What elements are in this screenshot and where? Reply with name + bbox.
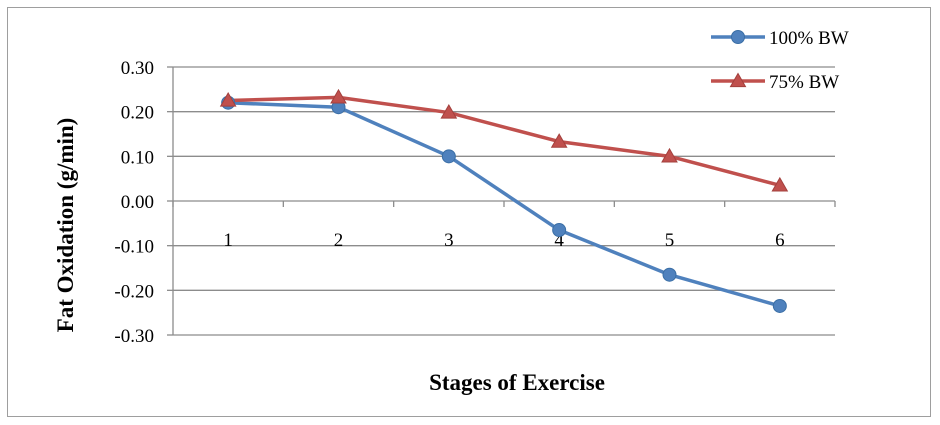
data-point	[771, 176, 789, 192]
gridlines	[173, 66, 835, 336]
x-tick-label: 4	[554, 230, 564, 251]
data-point	[772, 298, 787, 313]
x-tick-label: 2	[334, 230, 344, 251]
legend-label: 75% BW	[769, 72, 839, 93]
series-lines	[219, 88, 789, 313]
data-point	[661, 147, 678, 163]
series-line	[228, 100, 781, 308]
legend: 100% BW 75% BW	[711, 28, 849, 93]
y-tick-label: -0.20	[114, 281, 154, 302]
axes	[167, 66, 836, 336]
x-tick-label: 3	[444, 230, 454, 251]
y-tick-label: 0.30	[121, 58, 154, 79]
data-point	[440, 104, 458, 119]
y-axis-title: Fat Oxidation (g/min)	[53, 118, 78, 333]
y-tick-label: -0.10	[114, 237, 154, 258]
data-point	[330, 88, 347, 104]
x-axis-title: Stages of Exercise	[429, 370, 605, 395]
data-point	[550, 133, 568, 148]
y-tick-label: 0.20	[121, 103, 154, 124]
y-tick-labels: 0.30 0.20 0.10 0.00 -0.10 -0.20 -0.30	[114, 58, 154, 347]
data-point	[731, 30, 745, 44]
x-tick-labels: 1 2 3 4 5 6	[223, 230, 784, 251]
y-tick-label: 0.00	[121, 192, 154, 213]
series-line	[228, 95, 781, 188]
data-point	[441, 149, 456, 164]
x-tick-label: 1	[223, 230, 233, 251]
legend-label: 100% BW	[769, 28, 849, 49]
data-point	[552, 223, 567, 238]
y-tick-label: 0.10	[121, 147, 154, 168]
y-tick-label: -0.30	[114, 326, 154, 347]
data-point	[219, 91, 237, 107]
chart-frame	[7, 7, 931, 417]
x-tick-label: 5	[665, 230, 675, 251]
data-point	[662, 267, 677, 282]
data-point	[729, 72, 747, 88]
x-tick-label: 6	[775, 230, 785, 251]
